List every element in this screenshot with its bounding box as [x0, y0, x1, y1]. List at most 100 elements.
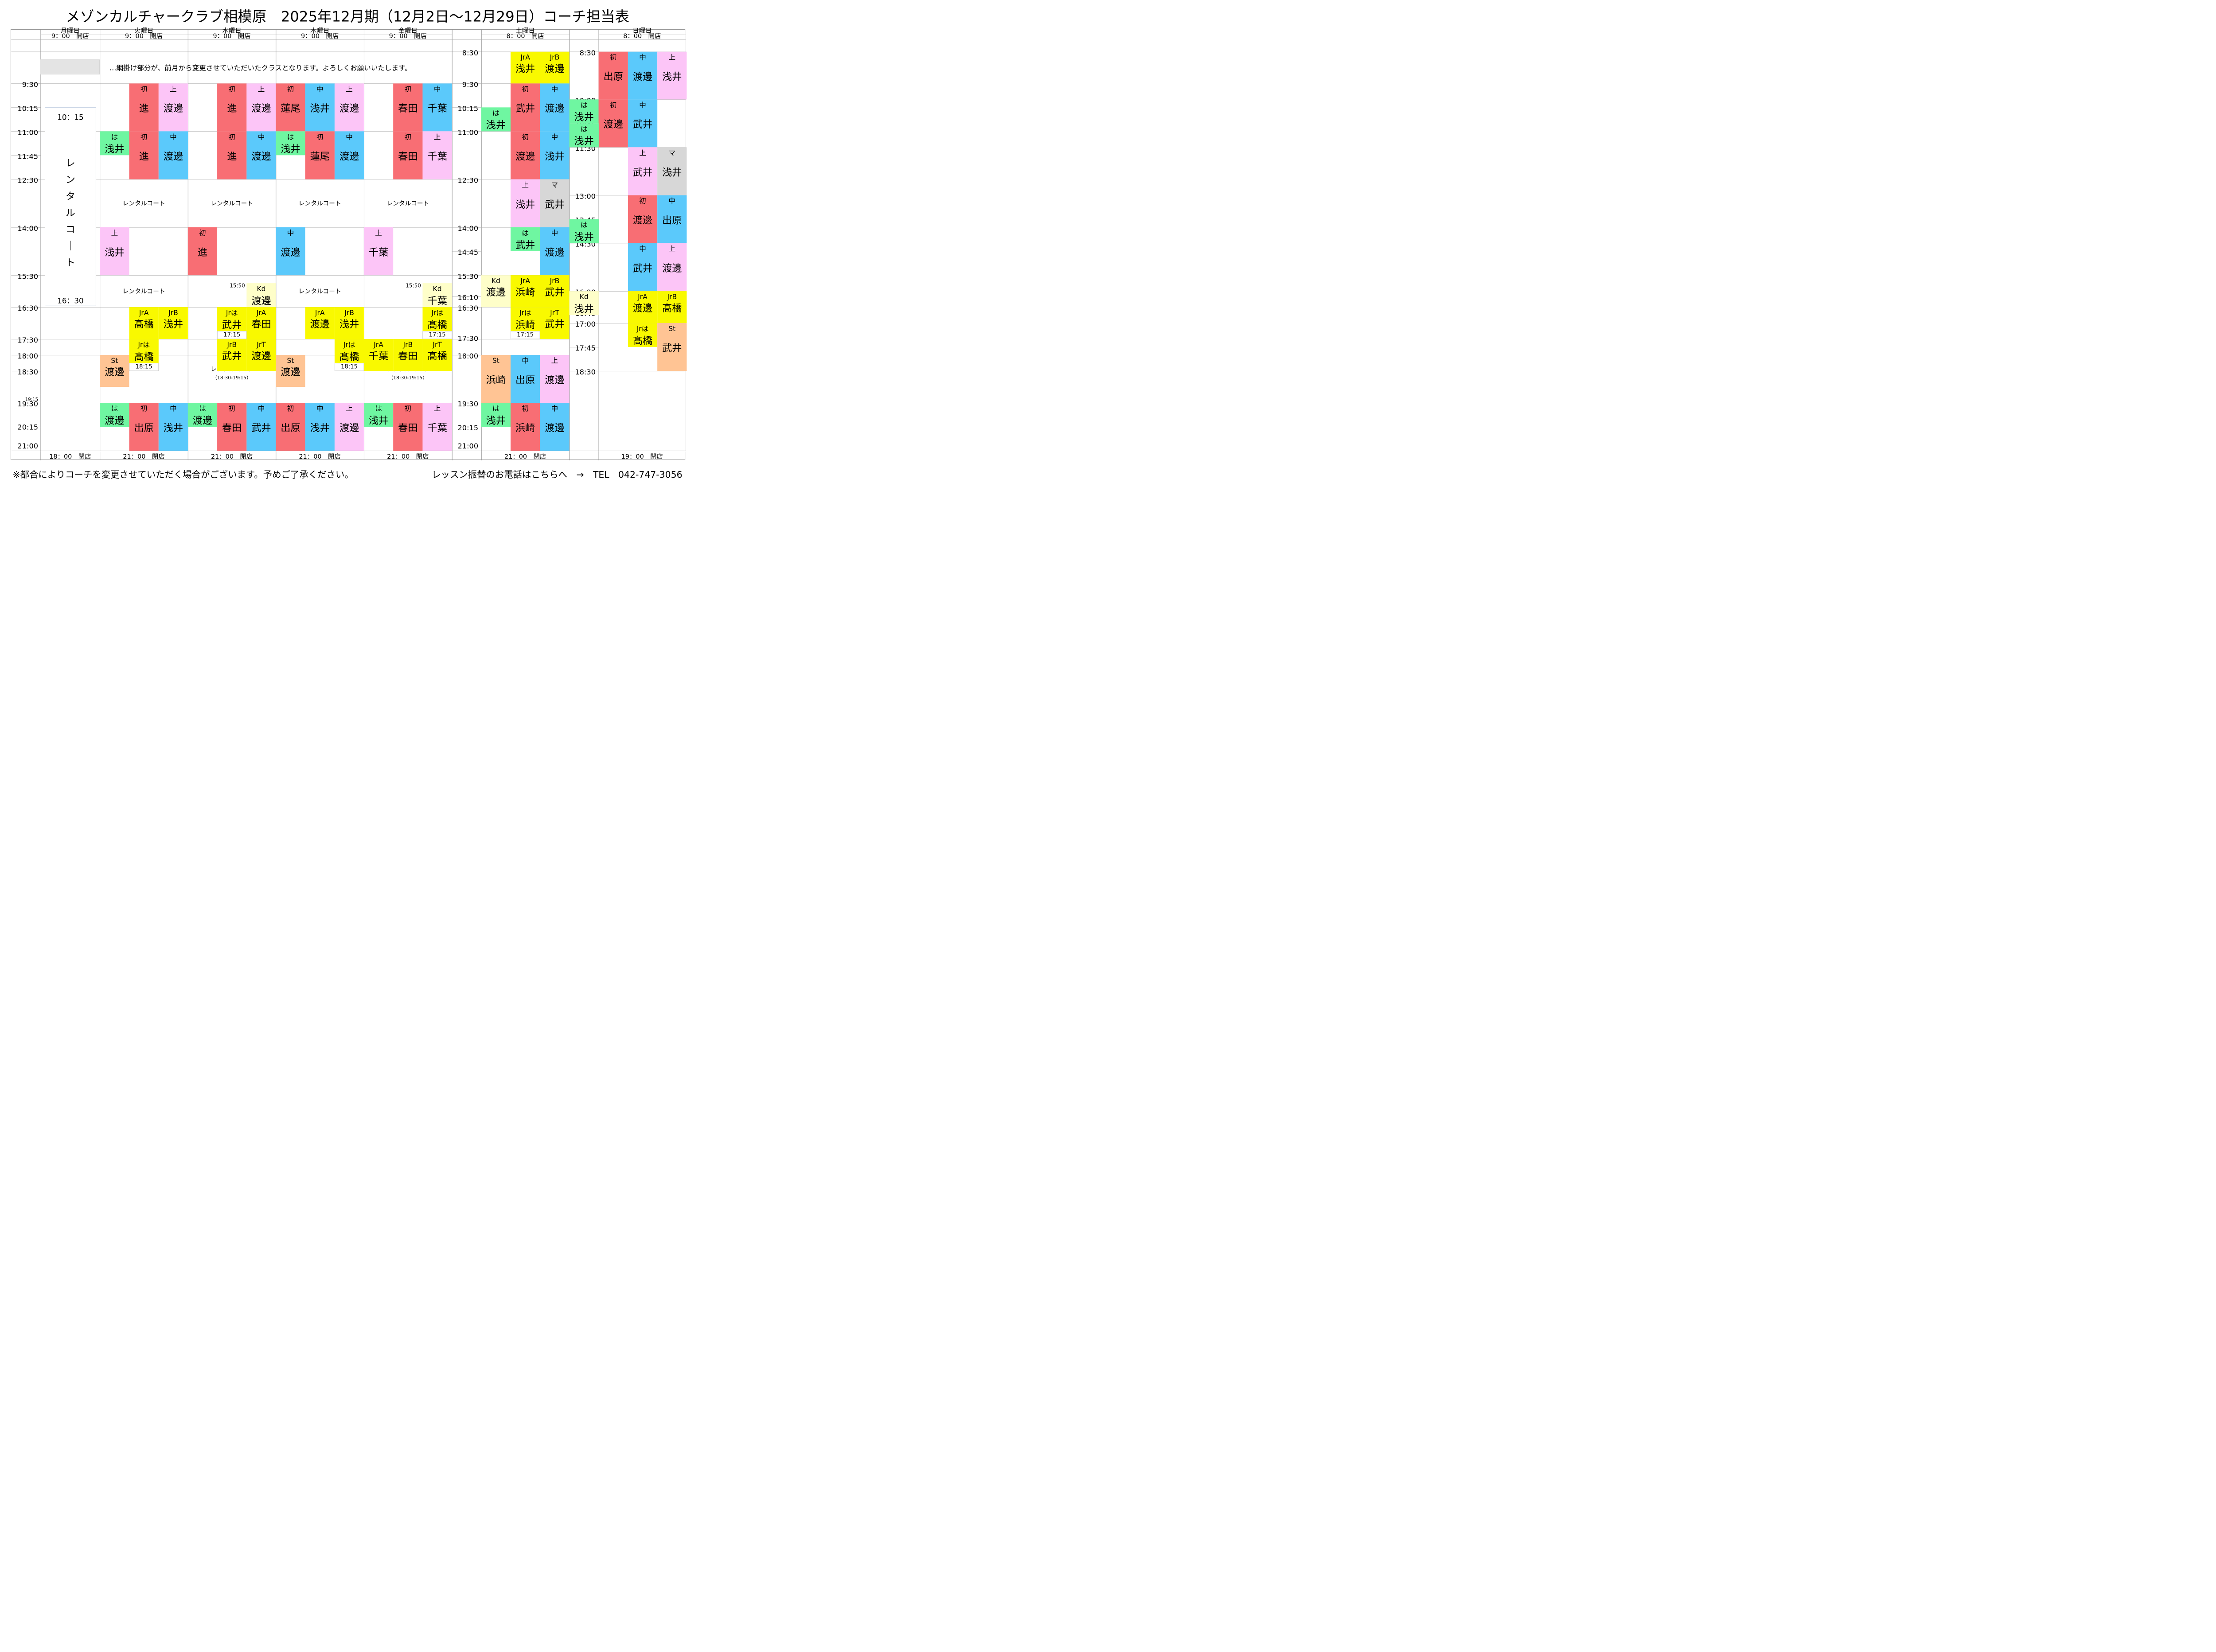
rental-court-label: レンタルコート [386, 199, 429, 207]
class-cell: St 渡邊 [276, 355, 305, 387]
class-cell: 初渡邊 [628, 195, 658, 243]
class-level: 中 [551, 404, 558, 413]
class-level: は [287, 133, 294, 141]
grid-line-h [569, 291, 686, 292]
class-cell: 中浅井 [158, 403, 188, 451]
vertical-char: ン [66, 174, 75, 185]
coach-name: 進 [227, 150, 237, 162]
class-cell: 中渡邊 [628, 51, 658, 100]
grid-line-h [11, 179, 452, 180]
close-time-sat: 21：00 閉店 [504, 452, 546, 460]
class-level: 初 [287, 85, 294, 94]
class-cell: 中渡邊 [276, 227, 305, 276]
open-time-mon: 9：00 開店 [51, 32, 89, 40]
class-level: は [111, 133, 118, 141]
close-time-tue: 21：00 閉店 [123, 452, 165, 460]
class-level: 初 [228, 85, 236, 94]
time-label: 20:15 [17, 423, 39, 432]
time-label: 14:45 [457, 248, 479, 257]
grid-line-h [11, 155, 41, 156]
time-label: 21:00 [17, 441, 39, 450]
class-cell: 上浅井 [511, 179, 540, 227]
class-level: は [580, 101, 588, 109]
time-label: 13:00 [575, 192, 596, 201]
class-cell: は浅井 [481, 403, 511, 427]
class-cell: 上渡邊 [334, 83, 364, 132]
class-level: Jrは [226, 309, 238, 317]
class-level: 初 [140, 133, 148, 141]
time-label: 14:00 [17, 224, 39, 233]
class-level: JrB [550, 53, 560, 62]
class-cell: 中千葉 [422, 83, 452, 132]
time-label: 12:30 [457, 176, 479, 185]
class-cell: 初浜崎 [511, 403, 540, 451]
grid-line-v [452, 29, 453, 460]
class-level: JrA [520, 53, 531, 62]
class-cell: 中武井 [628, 243, 658, 292]
class-cell: 中渡邊 [334, 131, 364, 179]
class-level: 中 [551, 133, 558, 141]
class-cell: JrT 髙橋 [422, 339, 452, 371]
rental-court-label: レンタルコート [298, 288, 341, 295]
class-cell: Jrは 浜崎 [511, 307, 540, 331]
open-time-tue: 9：00 開店 [125, 32, 163, 40]
time-label: 20:15 [457, 424, 479, 432]
coach-name: 進 [139, 102, 149, 114]
class-cell: Jrは 武井 [217, 307, 247, 331]
vertical-char: ト [66, 257, 75, 268]
time-label: 16:30 [457, 304, 479, 313]
class-cell: 中渡邊 [540, 83, 570, 132]
time-label: 17:30 [457, 334, 479, 343]
class-level: は [492, 404, 499, 413]
class-level: 初 [404, 85, 412, 94]
class-cell: 初出原 [598, 51, 628, 100]
class-level: 初 [140, 85, 148, 94]
coach-name: 出原 [281, 422, 300, 434]
class-level: 上 [433, 404, 441, 413]
coach-name: 春田 [398, 150, 418, 162]
time-label: 14:00 [457, 224, 479, 233]
class-cell: は浅井 [569, 123, 599, 148]
time-label: 18:30 [17, 368, 39, 377]
class-cell: 中渡邊 [158, 131, 188, 179]
class-level: Jrは [519, 309, 531, 317]
coach-name: 浅井 [339, 318, 359, 330]
coach-name: 浅井 [574, 135, 594, 147]
class-level: マ [668, 149, 676, 157]
class-cell: JrB 春田 [393, 339, 423, 371]
class-cell: 上渡邊 [540, 355, 570, 403]
time-label: 8:30 [462, 48, 479, 57]
coach-name: 渡邊 [545, 246, 565, 258]
coach-name: 髙橋 [134, 351, 154, 362]
class-level: Jrは [636, 325, 649, 333]
coach-name: 髙橋 [427, 319, 447, 331]
coach-name: 武井 [632, 262, 653, 274]
class-cell: 初春田 [217, 403, 247, 451]
time-label: 11:00 [457, 128, 479, 137]
class-level: 初 [199, 229, 206, 237]
coach-name: 渡邊 [251, 295, 271, 307]
class-cell: JrB 浅井 [158, 307, 188, 339]
close-time-thu: 21：00 閉店 [299, 452, 341, 460]
rental-court-time: （18:30-19:15） [388, 375, 428, 381]
time-label: 18:30 [575, 368, 596, 377]
coach-name: 武井 [545, 318, 565, 330]
grid-line-h [452, 107, 481, 108]
class-level: 中 [551, 229, 558, 237]
class-level: JrB [403, 341, 413, 349]
time-label: 17:45 [575, 344, 596, 353]
class-level: は [375, 404, 382, 413]
class-level: は [522, 229, 529, 237]
class-cell: 上渡邊 [334, 403, 364, 451]
class-level: 上 [668, 53, 676, 62]
class-level: 上 [522, 181, 529, 189]
class-cell: 中武井 [628, 99, 658, 148]
class-cell: St 武井 [657, 323, 687, 371]
coach-name: 千葉 [427, 422, 447, 434]
class-cell: 初春田 [393, 83, 423, 132]
class-cell: は渡邊 [187, 403, 218, 427]
coach-name: 浅井 [105, 246, 125, 258]
coach-name: 千葉 [368, 246, 389, 258]
class-level: 中 [433, 85, 441, 94]
class-level: 初 [639, 197, 646, 205]
